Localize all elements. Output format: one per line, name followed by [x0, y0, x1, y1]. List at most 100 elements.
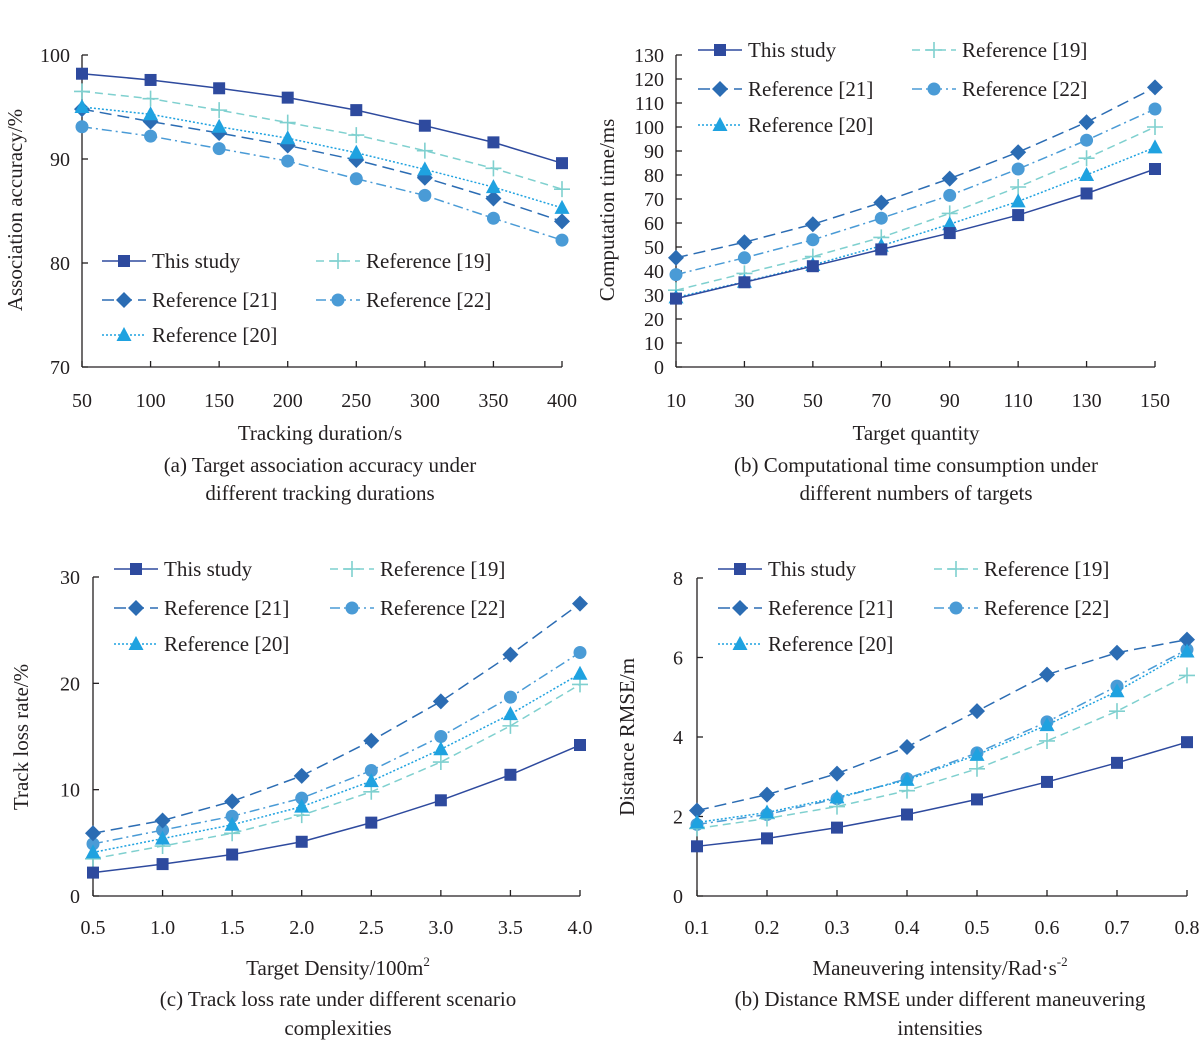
panel-d-series-this_study	[691, 736, 1193, 853]
panel-c-point-ref21	[85, 825, 101, 842]
panel-d-xlabel-superscript: -2	[1057, 954, 1068, 969]
panel-b-x-tick-label: 10	[666, 390, 686, 412]
panel-a-point-this_study	[418, 119, 431, 132]
panel-c-caption-line-2: complexities	[284, 1016, 391, 1040]
panel-a-point-ref20	[485, 179, 501, 194]
panel-b-point-ref22	[1148, 102, 1162, 116]
panel-b-legend-marker-ref21	[712, 81, 728, 97]
panel-b-point-ref21	[873, 194, 890, 211]
panel-d-x-tick-label: 0.7	[1105, 917, 1130, 939]
panel-a-legend-marker-ref19	[330, 253, 346, 269]
panel-c-point-this_study	[87, 866, 99, 879]
panel-d-point-ref21	[1179, 631, 1195, 648]
panel-b-point-ref22	[874, 211, 888, 225]
panel-c-legend-item-ref22: Reference [22]	[330, 596, 505, 620]
panel-b-line-ref20	[675, 146, 1156, 299]
panel-a-point-this_study	[556, 157, 568, 170]
panel-a-point-ref21	[554, 213, 570, 230]
panel-d-x-tick-label: 0.6	[1035, 917, 1060, 939]
panel-b-ylabel: Computation time/ms	[595, 119, 619, 302]
panel-a-legend-item-ref19: Reference [19]	[316, 249, 491, 273]
panel-d-legend-label-ref21: Reference [21]	[768, 596, 893, 620]
panel-a-point-ref20	[211, 118, 227, 133]
panel-c-caption-line-1: (c) Track loss rate under different scen…	[160, 987, 517, 1011]
panel-c-legend-label-ref20: Reference [20]	[164, 632, 289, 656]
panel-d-legend-label-ref19: Reference [19]	[984, 557, 1109, 581]
panel-a-point-this_study	[487, 136, 500, 149]
panel-d-caption-line-2: intensities	[897, 1016, 982, 1040]
panel-d-y-tick-label: 6	[673, 648, 683, 670]
panel-c-series-ref22	[86, 645, 587, 851]
panel-b-y-tick-label: 40	[644, 261, 664, 283]
panel-d-line-ref22	[696, 648, 1188, 826]
panel-c-ylabel: Track loss rate/%	[9, 664, 33, 810]
panel-d-legend-marker-ref22	[949, 601, 963, 615]
panel-b-point-ref20	[942, 216, 958, 231]
panel-b-x-tick-label: 110	[1004, 390, 1033, 412]
panel-a-point-this_study	[281, 91, 294, 104]
panel-d-plot-area: 0 2 4 6 8 0.1 0.2 0.3 0.4 0.5 0.6 0.7 0.8 This study R…	[673, 557, 1200, 939]
panel-b-point-ref21	[941, 170, 958, 187]
panel-b-x-tick-label: 90	[940, 390, 960, 412]
panel-a-x-tick-label: 400	[547, 390, 577, 412]
panel-c-point-ref20	[572, 665, 588, 680]
panel-c-legend-marker-ref22	[345, 601, 359, 615]
panel-c-y-tick-label: 20	[60, 673, 80, 695]
panel-d-caption-line-1: (b) Distance RMSE under different maneuv…	[735, 987, 1146, 1011]
panel-d-legend-label-this_study: This study	[768, 557, 857, 581]
panel-c-y-tick-label: 30	[60, 567, 80, 589]
panel-b-legend-marker-ref22	[927, 82, 941, 96]
panel-c-point-ref22	[573, 645, 587, 659]
panel-c-point-ref21	[363, 732, 380, 749]
panel-d-ylabel: Distance RMSE/m	[615, 658, 639, 816]
panel-a-legend-item-ref20: Reference [20]	[102, 323, 277, 347]
panel-a-legend-item-ref22: Reference [22]	[316, 288, 491, 312]
panel-b-caption-line-1: (b) Computational time consumption under	[734, 453, 1098, 477]
panel-a-plot-area: 70 80 90 100 50 100 150 200 250 300 350 400 This stu…	[40, 45, 577, 412]
panel-d-point-ref20	[899, 771, 915, 786]
panel-a-point-ref19	[142, 90, 159, 107]
panel-a-point-ref19	[416, 142, 433, 159]
panel-b-point-ref20	[1079, 167, 1095, 181]
panel-c-point-ref22	[364, 764, 378, 778]
panel-a-ylabel: Association accuracy/%	[3, 109, 27, 311]
panel-d-legend-label-ref20: Reference [20]	[768, 632, 893, 656]
panel-a-series-ref22	[75, 120, 569, 247]
panel-b-point-ref22	[737, 251, 751, 265]
panel-a-point-this_study	[144, 73, 157, 86]
panel-a-legend-marker-ref20	[116, 327, 132, 341]
panel-b-point-ref19	[1078, 150, 1095, 167]
panel-a-line-ref20	[81, 106, 563, 209]
panel-a-x-tick-label: 100	[136, 390, 166, 412]
panel-c-x-tick-label: 1.5	[220, 917, 245, 939]
panel-b-point-ref22	[1080, 133, 1094, 147]
panel-a: 70 80 90 100 50 100 150 200 250 300 350 400 This stu…	[3, 45, 577, 505]
panel-a-point-ref20	[74, 99, 90, 113]
panel-a-x-tick-label: 50	[72, 390, 92, 412]
panel-c-legend-item-ref21: Reference [21]	[114, 596, 289, 620]
panel-c-point-this_study	[226, 848, 239, 861]
panel-a-series-ref21	[74, 101, 570, 230]
panel-c-x-tick-label: 1.0	[150, 917, 175, 939]
panel-c-series-this_study	[87, 739, 586, 879]
panel-a-legend-marker-ref22	[331, 293, 345, 307]
panel-a-x-tick-label: 300	[410, 390, 440, 412]
panel-d-x-tick-label: 0.1	[685, 917, 710, 939]
panel-a-point-ref22	[486, 211, 500, 225]
panel-c-point-ref20	[224, 816, 240, 831]
panel-b-y-tick-label: 20	[644, 309, 664, 331]
panel-a-caption-line-1: (a) Target association accuracy under	[164, 453, 477, 477]
panel-d-x-tick-label: 0.3	[825, 917, 850, 939]
panel-d-legend-item-ref22: Reference [22]	[934, 596, 1109, 620]
panel-c-legend-marker-ref19	[344, 561, 360, 577]
panel-b-y-tick-label: 60	[644, 213, 664, 235]
panel-a-y-tick-label: 70	[50, 357, 70, 379]
panel-a-xlabel: Tracking duration/s	[238, 421, 402, 445]
panel-b-point-this_study	[670, 292, 682, 305]
panel-b-legend-marker-this_study	[714, 44, 726, 56]
panel-c-x-tick-label: 4.0	[568, 917, 593, 939]
panel-d-series-ref21	[689, 631, 1195, 819]
panel-c-legend-marker-ref20	[128, 636, 144, 650]
panel-b-legend-item-ref20: Reference [20]	[698, 113, 873, 137]
panel-d-point-ref20	[829, 789, 845, 804]
